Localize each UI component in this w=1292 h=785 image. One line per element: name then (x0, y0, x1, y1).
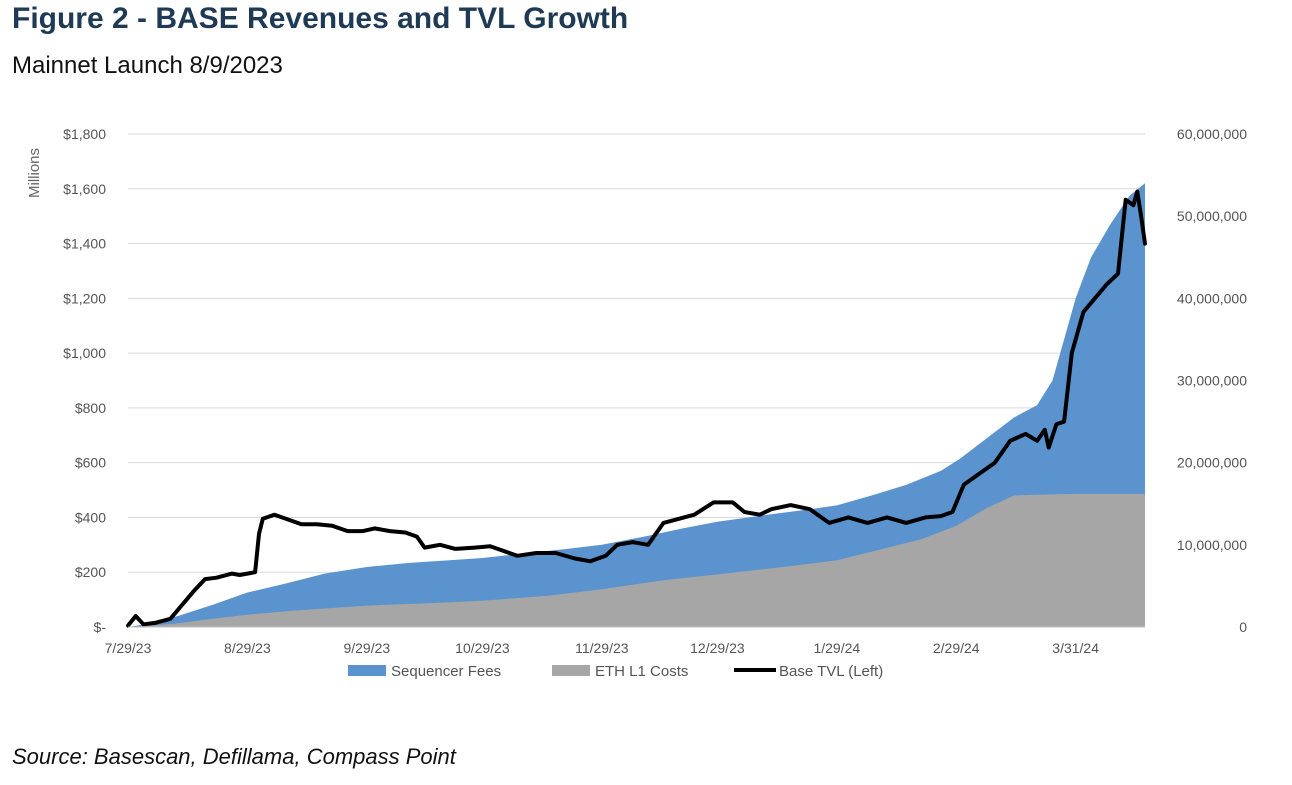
left-tick-label: $1,600 (63, 181, 106, 197)
right-tick-label: 30,000,000 (1177, 373, 1247, 389)
area-series (128, 183, 1145, 628)
x-tick-label: 9/29/23 (343, 640, 390, 656)
chart-subtitle: Mainnet Launch 8/9/2023 (12, 52, 283, 79)
legend-label: Base TVL (Left) (779, 663, 883, 680)
legend-swatch (348, 665, 386, 676)
legend-eth-l1-costs: ETH L1 Costs (552, 663, 688, 680)
source-note: Source: Basescan, Defillama, Compass Poi… (12, 744, 456, 769)
left-tick-label: $- (94, 619, 107, 635)
x-tick-label: 11/29/23 (575, 640, 629, 656)
left-tick-label: $1,800 (63, 126, 106, 142)
legend-label: ETH L1 Costs (595, 663, 688, 680)
x-tick-label: 2/29/24 (933, 640, 980, 656)
right-tick-label: 60,000,000 (1177, 126, 1247, 142)
left-tick-label: $600 (75, 455, 106, 471)
eth-l1-costs-area (128, 493, 1145, 627)
right-tick-label: 0 (1239, 619, 1247, 635)
left-tick-label: $800 (75, 400, 106, 416)
legend-sequencer-fees: Sequencer Fees (348, 663, 501, 680)
axes: $- $200 $400 $600 $800 $1,000 $1,200 $1,400 $1,6… (63, 126, 1247, 656)
x-tick-label: 12/29/23 (690, 640, 745, 656)
legend: Sequencer Fees ETH L1 Costs Base TVL (Left… (348, 663, 883, 680)
x-tick-label: 1/29/24 (813, 640, 860, 656)
x-tick-label: 8/29/23 (224, 640, 271, 656)
right-tick-label: 40,000,000 (1177, 290, 1247, 306)
left-axis-label: Millions (26, 148, 43, 198)
right-tick-label: 50,000,000 (1177, 208, 1247, 224)
left-tick-label: $200 (75, 564, 106, 580)
left-tick-label: $1,000 (63, 345, 106, 361)
right-tick-label: 10,000,000 (1177, 537, 1247, 553)
line-series (126, 189, 1147, 628)
legend-swatch (552, 665, 590, 676)
legend-base-tvl: Base TVL (Left) (734, 663, 883, 680)
left-tick-label: $400 (75, 509, 106, 525)
left-tick-label: $1,200 (63, 290, 106, 306)
base-tvl-line (126, 189, 1147, 628)
right-tick-label: 20,000,000 (1177, 455, 1247, 471)
sequencer-fees-area (128, 183, 1145, 628)
x-tick-label: 3/31/24 (1052, 640, 1099, 656)
page-title: Figure 2 - BASE Revenues and TVL Growth (12, 2, 629, 35)
x-tick-label: 7/29/23 (105, 640, 152, 656)
left-tick-label: $1,400 (63, 236, 106, 252)
legend-label: Sequencer Fees (391, 663, 501, 680)
x-tick-label: 10/29/23 (455, 640, 510, 656)
